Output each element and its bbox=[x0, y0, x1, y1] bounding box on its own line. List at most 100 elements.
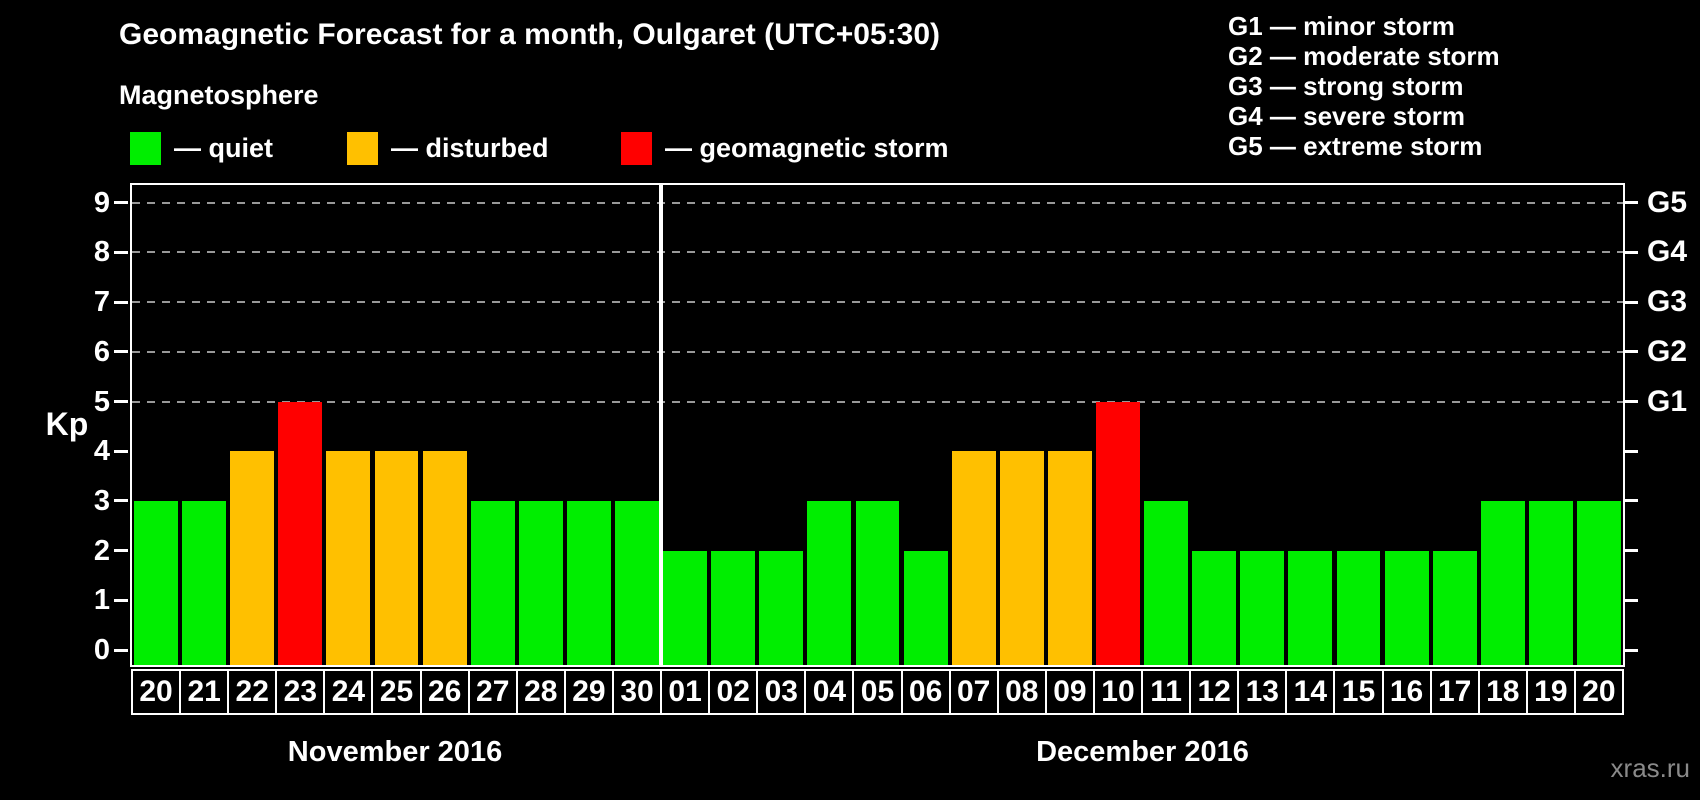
g-axis-label: G3 bbox=[1647, 285, 1688, 319]
date-cell: 06 bbox=[900, 669, 951, 715]
y-axis-tick-label: 8 bbox=[93, 236, 110, 269]
date-cell: 01 bbox=[660, 669, 711, 715]
y-axis-tick bbox=[114, 400, 128, 403]
month-label-december: December 2016 bbox=[1036, 736, 1249, 768]
right-axis-tick bbox=[1624, 400, 1638, 403]
legend-label-storm: — geomagnetic storm bbox=[665, 133, 949, 163]
kp-bar bbox=[230, 451, 275, 665]
grid-line bbox=[132, 251, 1623, 254]
date-cell: 15 bbox=[1333, 669, 1384, 715]
y-axis-tick-label: 2 bbox=[93, 534, 110, 567]
legend-label-quiet: — quiet bbox=[174, 133, 273, 163]
y-axis-tick bbox=[114, 499, 128, 503]
date-cell: 27 bbox=[467, 669, 518, 715]
g-axis-label: G2 bbox=[1647, 334, 1688, 368]
date-cell: 20 bbox=[1573, 669, 1624, 715]
y-axis-tick bbox=[114, 648, 128, 652]
right-axis-tick bbox=[1624, 549, 1638, 553]
date-cell: 04 bbox=[804, 669, 855, 715]
kp-bar bbox=[1480, 500, 1525, 665]
y-axis-tick bbox=[114, 549, 128, 553]
page-title: Geomagnetic Forecast for a month, Oulgar… bbox=[119, 18, 941, 51]
kp-bar bbox=[1192, 550, 1237, 665]
y-axis-tick bbox=[114, 350, 128, 354]
date-cell: 08 bbox=[996, 669, 1047, 715]
kp-bar bbox=[999, 451, 1044, 665]
plot-area bbox=[130, 183, 1625, 667]
legend-item-storm: — geomagnetic storm bbox=[621, 132, 949, 165]
date-cell: 14 bbox=[1285, 669, 1336, 715]
legend-label-disturbed: — disturbed bbox=[391, 133, 549, 163]
date-cell: 13 bbox=[1237, 669, 1288, 715]
disturbed-swatch-icon bbox=[347, 132, 378, 165]
g-legend-item-g5: G5 — extreme storm bbox=[1228, 131, 1483, 161]
watermark: xras.ru bbox=[1610, 753, 1690, 783]
date-cell: 16 bbox=[1381, 669, 1432, 715]
kp-bar bbox=[711, 550, 756, 665]
kp-bar bbox=[470, 500, 515, 665]
date-cell: 18 bbox=[1477, 669, 1528, 715]
quiet-swatch-icon bbox=[130, 132, 161, 165]
date-cell: 12 bbox=[1189, 669, 1240, 715]
y-axis-tick-label: 9 bbox=[93, 186, 110, 219]
date-cell: 17 bbox=[1429, 669, 1480, 715]
g-axis-label: G4 bbox=[1647, 235, 1688, 269]
date-cell: 26 bbox=[419, 669, 470, 715]
kp-bar bbox=[1384, 550, 1429, 665]
y-axis-tick-label: 4 bbox=[93, 435, 110, 468]
g-axis-label: G1 bbox=[1647, 384, 1688, 418]
kp-bar bbox=[903, 550, 948, 665]
grid-line bbox=[132, 350, 1623, 353]
kp-bar bbox=[615, 500, 659, 665]
right-axis-tick bbox=[1624, 201, 1638, 205]
right-axis-tick bbox=[1624, 300, 1638, 304]
right-axis-tick bbox=[1624, 648, 1638, 652]
y-axis-tick bbox=[114, 449, 128, 453]
kp-bar bbox=[1528, 500, 1573, 665]
kp-bar bbox=[759, 550, 804, 665]
kp-bar bbox=[1096, 401, 1140, 665]
date-cell: 30 bbox=[611, 669, 663, 715]
kp-bar bbox=[182, 500, 227, 665]
date-cell: 09 bbox=[1044, 669, 1095, 715]
date-cell: 07 bbox=[948, 669, 999, 715]
y-axis-tick bbox=[114, 598, 128, 602]
date-cell: 19 bbox=[1525, 669, 1576, 715]
date-cell: 25 bbox=[371, 669, 422, 715]
storm-swatch-icon bbox=[621, 132, 652, 165]
y-axis-tick-label: 7 bbox=[93, 286, 110, 319]
kp-bar bbox=[422, 451, 467, 665]
kp-bar bbox=[855, 500, 900, 665]
kp-bar bbox=[1432, 550, 1477, 665]
y-axis-tick-label: 3 bbox=[93, 484, 110, 517]
kp-bar bbox=[1047, 451, 1092, 665]
legend-item-quiet: — quiet bbox=[130, 132, 273, 165]
kp-bar bbox=[134, 500, 178, 665]
kp-bar bbox=[278, 401, 323, 665]
date-cell: 21 bbox=[179, 669, 230, 715]
kp-bar bbox=[951, 451, 996, 665]
right-axis-tick bbox=[1624, 598, 1638, 602]
g-scale-legend: G1 — minor storm G2 — moderate storm G3 … bbox=[1228, 11, 1500, 161]
date-cell: 05 bbox=[852, 669, 903, 715]
date-cell: 11 bbox=[1141, 669, 1192, 715]
date-cell: 20 bbox=[131, 669, 182, 715]
y-axis-tick bbox=[114, 300, 128, 304]
kp-bar bbox=[1336, 550, 1381, 665]
month-label-november: November 2016 bbox=[287, 736, 503, 768]
date-cell: 28 bbox=[515, 669, 566, 715]
kp-bar bbox=[326, 451, 371, 665]
date-cell: 02 bbox=[708, 669, 759, 715]
right-axis-tick bbox=[1624, 449, 1638, 453]
y-axis-title-kp: Kp bbox=[45, 406, 89, 442]
y-axis-tick-label: 1 bbox=[93, 584, 110, 617]
right-axis-tick bbox=[1624, 499, 1638, 503]
kp-bar bbox=[1144, 500, 1189, 665]
legend-item-disturbed: — disturbed bbox=[347, 132, 549, 165]
date-cell: 24 bbox=[323, 669, 374, 715]
g-legend-item-g4: G4 — severe storm bbox=[1228, 101, 1466, 131]
magnetosphere-label: Magnetosphere bbox=[119, 80, 319, 110]
y-axis-tick-label: 5 bbox=[93, 385, 110, 418]
kp-bar bbox=[566, 500, 611, 665]
